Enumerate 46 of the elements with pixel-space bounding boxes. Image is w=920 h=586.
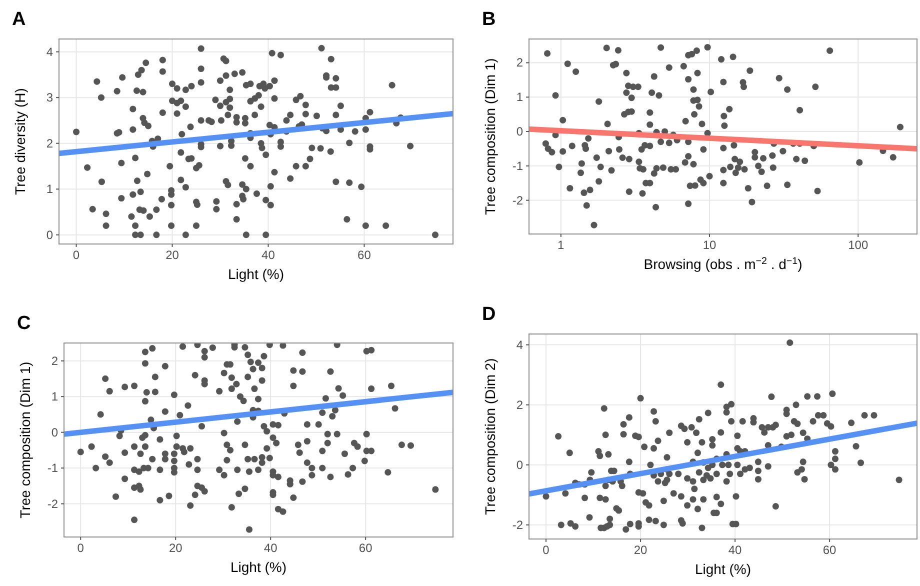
y-tick-label: 1: [516, 90, 524, 104]
y-tick-label: 0: [516, 458, 524, 472]
x-tick-label: 40: [728, 543, 742, 557]
y-tick-label: -2: [512, 518, 524, 532]
x-tick-label: 60: [358, 541, 373, 555]
y-tick-label: 2: [516, 398, 524, 412]
y-axis-title: Tree composition (Dim 2): [482, 358, 498, 515]
x-tick-label: 40: [264, 541, 278, 555]
x-tick-label: 40: [262, 248, 276, 262]
chart-title: A: [12, 9, 26, 30]
y-tick-label: 0: [51, 425, 58, 440]
x-tick-label: 20: [166, 248, 180, 262]
chart-title: B: [482, 9, 496, 30]
y-tick-label: 4: [516, 338, 524, 352]
y-axis-title: Tree diversity (H): [12, 88, 28, 195]
y-tick-label: 2: [51, 354, 58, 368]
x-tick-label: 60: [822, 543, 837, 557]
y-tick-label: 1: [46, 182, 54, 196]
x-tick-label: 20: [168, 541, 183, 555]
y-tick-label: 0: [516, 124, 524, 139]
x-axis-title: Light (%): [228, 266, 284, 282]
y-tick-label: 2: [516, 56, 524, 70]
chart-title: C: [17, 313, 31, 334]
x-tick-label: 10: [702, 238, 717, 252]
y-tick-label: -2: [512, 193, 524, 208]
x-tick-label: 0: [77, 541, 84, 555]
x-axis-title: Browsing (obs . m$^{−2}$ . d$^{−1}$): [644, 256, 802, 272]
y-axis-title: Tree composition (Dim 1): [482, 58, 498, 215]
x-tick-label: 20: [634, 543, 648, 557]
chart-title: D: [482, 304, 496, 325]
x-tick-label: 0: [542, 543, 550, 557]
x-tick-label: 0: [72, 248, 80, 262]
y-tick-label: -1: [512, 158, 524, 173]
y-tick-label: 2: [46, 136, 54, 150]
y-tick-label: 0: [46, 228, 54, 242]
x-axis-title: Light (%): [694, 561, 752, 577]
y-tick-label: 1: [51, 390, 58, 404]
y-tick-label: -2: [47, 496, 58, 511]
x-tick-label: 1: [558, 238, 565, 252]
y-tick-label: 4: [46, 44, 54, 59]
y-tick-label: 3: [46, 90, 54, 105]
x-tick-label: 100: [848, 238, 868, 252]
y-tick-label: -1: [47, 461, 58, 476]
x-axis-title: Light (%): [230, 559, 287, 575]
y-axis-title: Tree composition (Dim 1): [17, 362, 33, 518]
x-tick-label: 60: [358, 248, 372, 262]
